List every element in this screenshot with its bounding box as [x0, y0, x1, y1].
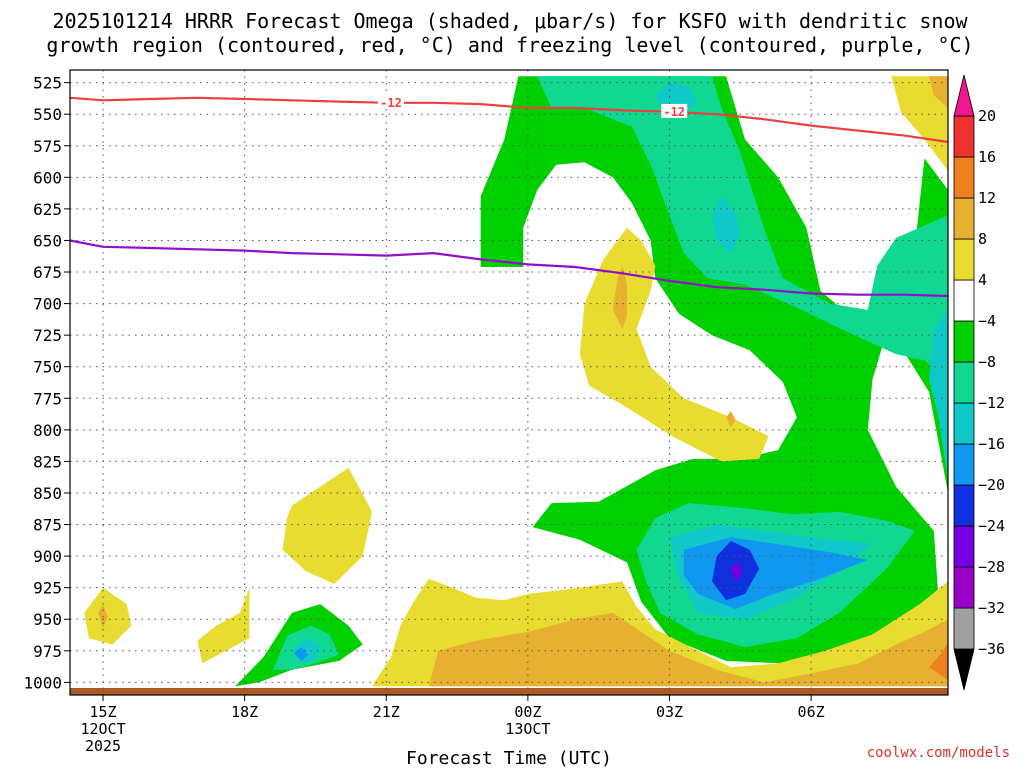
y-tick-label-15: 900 — [33, 547, 62, 566]
y-tick-label-12: 825 — [33, 452, 62, 471]
y-axis: 525 550 575 600 625 650 675 700 725 750 775 800 825 8… — [23, 74, 70, 692]
x-tick-label-1-0: 18Z — [231, 703, 258, 721]
colorbar-segment-1 — [953, 607, 975, 650]
y-tick-label-9: 750 — [33, 358, 62, 377]
colorbar-segment-2 — [953, 566, 975, 609]
y-tick-label-10: 775 — [33, 389, 62, 408]
colorbar-segment-7 — [953, 361, 975, 404]
colorbar-label-0: −36 — [978, 640, 1005, 658]
contour-label-bg-0-1 — [661, 103, 688, 118]
colorbar-label-8: −4 — [978, 312, 996, 330]
omega-region-23 — [726, 410, 736, 428]
x-tick-label-0-1: 12OCT — [80, 720, 125, 738]
colorbar-segment-14 — [953, 74, 975, 117]
colorbar-label-6: −12 — [978, 394, 1005, 412]
chart-title-line-2: growth region (contoured, red, °C) and f… — [46, 33, 973, 57]
credit-text: coolwx.com/models — [867, 745, 1010, 761]
colorbar-label-2: −28 — [978, 558, 1005, 576]
colorbar-segment-5 — [953, 443, 975, 486]
colorbar-label-7: −8 — [978, 353, 996, 371]
contour-line-freezing-level — [69, 239, 949, 298]
colorbar-segment-8 — [953, 320, 975, 363]
x-tick-label-0-0: 15Z — [89, 703, 116, 721]
x-tick-label-0-2: 2025 — [85, 737, 121, 755]
omega-region-9 — [730, 562, 743, 582]
colorbar-label-13: 20 — [978, 107, 996, 125]
y-tick-label-11: 800 — [33, 421, 62, 440]
grid-lines — [70, 70, 948, 695]
x-tick-label-3-0: 00Z — [514, 703, 541, 721]
y-tick-label-0: 525 — [33, 74, 62, 93]
y-tick-label-1: 550 — [33, 105, 62, 124]
y-tick-label-2: 575 — [33, 137, 62, 156]
contour-line-dgz-contour — [69, 96, 949, 144]
y-tick-label-19: 1000 — [23, 673, 62, 692]
colorbar: −36 −32 −28 −24 −20 −16 −12 −8 −4 4 8 12 16 20 — [953, 74, 1005, 691]
omega-region-4 — [712, 196, 741, 254]
y-tick-label-8: 725 — [33, 326, 62, 345]
omega-region-20 — [929, 642, 948, 680]
x-tick-label-2-0: 21Z — [373, 703, 400, 721]
colorbar-label-5: −16 — [978, 435, 1005, 453]
x-tick-label-3-1: 13OCT — [505, 720, 550, 738]
omega-region-22 — [612, 265, 627, 329]
colorbar-segment-9 — [953, 279, 975, 322]
contour-label-0-1: -12 — [663, 105, 685, 119]
x-axis-label: Forecast Time (UTC) — [406, 748, 612, 768]
omega-region-24 — [891, 76, 948, 171]
omega-region-14 — [84, 587, 132, 645]
plot-frame — [69, 69, 949, 696]
chart-title-line-1: 2025101214 HRRR Forecast Omega (shaded, … — [52, 9, 968, 33]
colorbar-segment-0 — [953, 648, 975, 691]
y-tick-label-17: 950 — [33, 610, 62, 629]
contour-label-0-0: -12 — [380, 96, 402, 110]
omega-region-19 — [428, 612, 948, 687]
plot-area — [70, 76, 949, 695]
colorbar-label-1: −32 — [978, 599, 1005, 617]
omega-region-1 — [537, 76, 948, 380]
colorbar-label-10: 8 — [978, 230, 987, 248]
y-tick-label-6: 675 — [33, 263, 62, 282]
colorbar-segment-12 — [953, 156, 975, 199]
contour-label-bg-0-0 — [377, 94, 404, 109]
colorbar-label-12: 16 — [978, 148, 996, 166]
y-tick-label-7: 700 — [33, 295, 62, 314]
colorbar-label-3: −24 — [978, 517, 1005, 535]
colorbar-segment-10 — [953, 238, 975, 281]
y-tick-label-13: 850 — [33, 484, 62, 503]
y-tick-label-3: 600 — [33, 168, 62, 187]
contour-lines: -12 -12 — [69, 94, 949, 298]
colorbar-segment-3 — [953, 525, 975, 568]
y-tick-label-4: 625 — [33, 200, 62, 219]
y-tick-label-5: 650 — [33, 231, 62, 250]
colorbar-label-9: 4 — [978, 271, 987, 289]
colorbar-label-11: 12 — [978, 189, 996, 207]
colorbar-label-4: −20 — [978, 476, 1005, 494]
y-tick-label-16: 925 — [33, 579, 62, 598]
colorbar-segment-4 — [953, 484, 975, 527]
omega-region-16 — [197, 587, 250, 664]
colorbar-segment-6 — [953, 402, 975, 445]
terrain-strip — [70, 688, 948, 695]
y-tick-label-18: 975 — [33, 642, 62, 661]
colorbar-segment-11 — [953, 197, 975, 240]
omega-region-25 — [929, 76, 948, 108]
omega-region-5 — [929, 309, 948, 481]
x-tick-label-5-0: 06Z — [798, 703, 825, 721]
x-tick-label-4-0: 03Z — [656, 703, 683, 721]
omega-region-17 — [282, 467, 373, 584]
colorbar-segment-13 — [953, 115, 975, 158]
y-tick-label-14: 875 — [33, 516, 62, 535]
